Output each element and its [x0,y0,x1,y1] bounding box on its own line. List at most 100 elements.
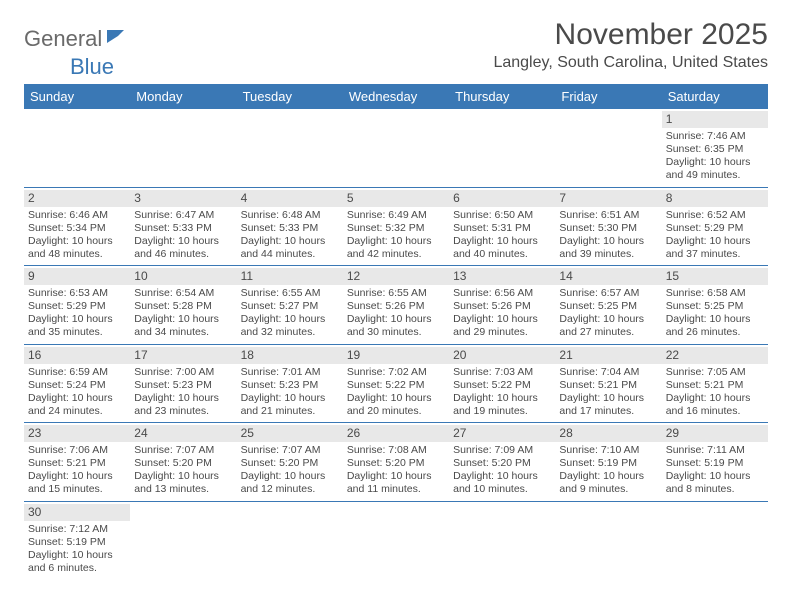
day-detail: and 39 minutes. [559,248,657,261]
day-number: 8 [662,190,768,207]
calendar-cell [130,502,236,580]
day-number: 14 [555,268,661,285]
calendar-cell: 9Sunrise: 6:53 AMSunset: 5:29 PMDaylight… [24,266,130,344]
calendar-header-cell: Thursday [449,84,555,109]
day-detail: and 48 minutes. [28,248,126,261]
day-detail: Daylight: 10 hours [666,313,764,326]
day-detail: Daylight: 10 hours [559,392,657,405]
calendar-cell: 15Sunrise: 6:58 AMSunset: 5:25 PMDayligh… [662,266,768,344]
day-detail: Sunset: 5:19 PM [559,457,657,470]
day-detail: Sunrise: 7:12 AM [28,523,126,536]
calendar-cell: 6Sunrise: 6:50 AMSunset: 5:31 PMDaylight… [449,188,555,266]
day-detail: Sunset: 5:29 PM [666,222,764,235]
day-detail: Sunset: 5:23 PM [134,379,232,392]
day-detail: and 20 minutes. [347,405,445,418]
day-detail: and 46 minutes. [134,248,232,261]
day-number: 15 [662,268,768,285]
day-detail: Sunset: 5:29 PM [28,300,126,313]
day-number: 20 [449,347,555,364]
day-detail: and 49 minutes. [666,169,764,182]
day-number: 18 [237,347,343,364]
day-detail: Sunset: 5:31 PM [453,222,551,235]
calendar-header-cell: Tuesday [237,84,343,109]
day-number: 30 [24,504,130,521]
calendar-cell [449,502,555,580]
day-detail: Sunset: 5:20 PM [347,457,445,470]
calendar-cell [449,109,555,187]
day-detail: and 9 minutes. [559,483,657,496]
day-detail: and 35 minutes. [28,326,126,339]
day-number: 5 [343,190,449,207]
calendar-cell: 28Sunrise: 7:10 AMSunset: 5:19 PMDayligh… [555,423,661,501]
day-detail: Daylight: 10 hours [559,313,657,326]
day-number: 9 [24,268,130,285]
calendar-header-cell: Friday [555,84,661,109]
day-detail: Sunrise: 7:10 AM [559,444,657,457]
header: General November 2025 Langley, South Car… [24,18,768,72]
day-number: 26 [343,425,449,442]
calendar-cell: 13Sunrise: 6:56 AMSunset: 5:26 PMDayligh… [449,266,555,344]
day-detail: Sunset: 5:28 PM [134,300,232,313]
day-detail: Sunset: 5:33 PM [134,222,232,235]
calendar-cell: 12Sunrise: 6:55 AMSunset: 5:26 PMDayligh… [343,266,449,344]
day-detail: Sunrise: 6:46 AM [28,209,126,222]
day-detail: and 37 minutes. [666,248,764,261]
day-detail: and 13 minutes. [134,483,232,496]
day-detail: Sunset: 5:26 PM [453,300,551,313]
day-number: 4 [237,190,343,207]
calendar-cell [130,109,236,187]
day-detail: Daylight: 10 hours [134,470,232,483]
calendar-cell: 14 Sunrise: 6:57 AMSunset: 5:25 PMDayligh… [555,266,661,344]
day-detail: Sunset: 5:32 PM [347,222,445,235]
calendar-header-row: SundayMondayTuesdayWednesdayThursdayFrid… [24,84,768,109]
day-detail: Daylight: 10 hours [666,392,764,405]
calendar-cell: 27Sunrise: 7:09 AMSunset: 5:20 PMDayligh… [449,423,555,501]
logo-text-general: General [24,26,102,52]
day-detail: Sunrise: 7:08 AM [347,444,445,457]
day-detail: Sunrise: 6:54 AM [134,287,232,300]
calendar-cell [343,502,449,580]
day-detail: Sunrise: 6:59 AM [28,366,126,379]
day-number: 21 [555,347,661,364]
day-detail: and 44 minutes. [241,248,339,261]
calendar-cell: 1Sunrise: 7:46 AMSunset: 6:35 PMDaylight… [662,109,768,187]
day-detail: Daylight: 10 hours [453,313,551,326]
day-detail: Sunset: 5:25 PM [666,300,764,313]
calendar-cell: 21Sunrise: 7:04 AMSunset: 5:21 PMDayligh… [555,345,661,423]
day-detail: Daylight: 10 hours [241,470,339,483]
day-detail: Daylight: 10 hours [28,392,126,405]
day-detail: Sunrise: 7:02 AM [347,366,445,379]
flag-icon [106,28,126,49]
day-detail: and 26 minutes. [666,326,764,339]
day-detail: Sunset: 5:24 PM [28,379,126,392]
day-number: 3 [130,190,236,207]
day-detail: Sunset: 5:25 PM [559,300,657,313]
calendar-cell [662,502,768,580]
day-detail: Sunrise: 6:55 AM [241,287,339,300]
calendar-cell: 25Sunrise: 7:07 AMSunset: 5:20 PMDayligh… [237,423,343,501]
day-detail: Daylight: 10 hours [453,392,551,405]
day-number: 6 [449,190,555,207]
day-detail: Sunrise: 7:06 AM [28,444,126,457]
day-number: 11 [237,268,343,285]
day-detail: Daylight: 10 hours [347,470,445,483]
day-detail: and 27 minutes. [559,326,657,339]
calendar-cell: 26 Sunrise: 7:08 AMSunset: 5:20 PMDayligh… [343,423,449,501]
day-detail: Sunrise: 6:57 AM [559,287,657,300]
day-detail: and 21 minutes. [241,405,339,418]
day-detail: Sunset: 5:33 PM [241,222,339,235]
day-detail: Sunset: 5:34 PM [28,222,126,235]
calendar-cell: 3Sunrise: 6:47 AMSunset: 5:33 PMDaylight… [130,188,236,266]
month-title: November 2025 [493,18,768,52]
day-number: 23 [24,425,130,442]
day-detail: Daylight: 10 hours [453,470,551,483]
day-detail: Sunset: 5:22 PM [453,379,551,392]
calendar-row: 1Sunrise: 7:46 AMSunset: 6:35 PMDaylight… [24,109,768,188]
day-number: 24 [130,425,236,442]
calendar-cell: 20Sunrise: 7:03 AMSunset: 5:22 PMDayligh… [449,345,555,423]
day-detail: Sunset: 5:23 PM [241,379,339,392]
day-number: 28 [555,425,661,442]
day-detail: Sunrise: 6:48 AM [241,209,339,222]
day-detail: Sunrise: 7:05 AM [666,366,764,379]
day-detail: Daylight: 10 hours [241,313,339,326]
